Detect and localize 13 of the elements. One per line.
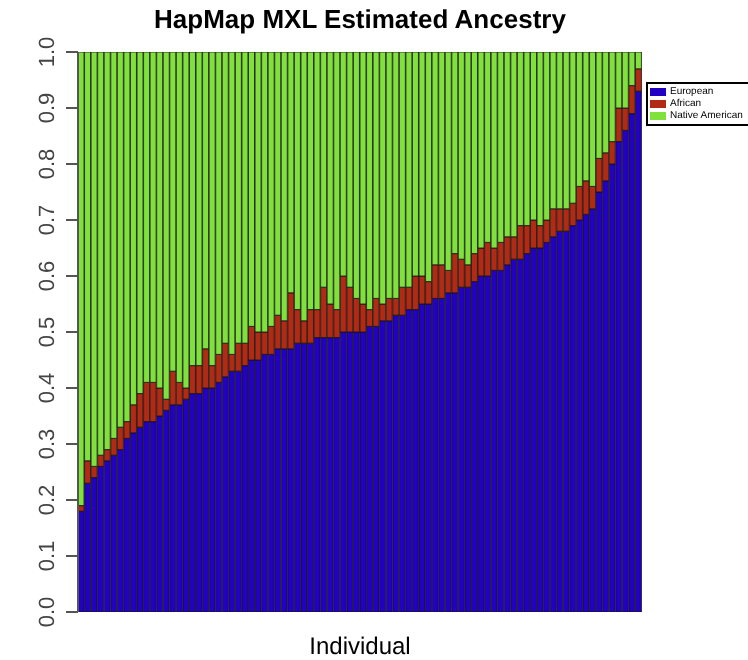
chart-title: HapMap MXL Estimated Ancestry: [152, 4, 568, 34]
y-tick-label: 1.0: [36, 36, 60, 68]
y-tick-label: 0.1: [36, 540, 60, 572]
y-tick-label: 0.7: [36, 204, 60, 236]
y-tick-label: 0.8: [36, 148, 60, 180]
y-tick-label: 0.9: [36, 92, 60, 124]
x-axis-title: Individual: [307, 632, 413, 660]
y-tick-label: 0.6: [36, 260, 60, 292]
y-tick-label: 0.2: [36, 484, 60, 516]
y-tick-label: 0.0: [36, 596, 60, 628]
y-tick-label: 0.3: [36, 428, 60, 460]
y-tick-label: 0.4: [36, 372, 60, 404]
y-tick-label: 0.5: [36, 316, 60, 348]
